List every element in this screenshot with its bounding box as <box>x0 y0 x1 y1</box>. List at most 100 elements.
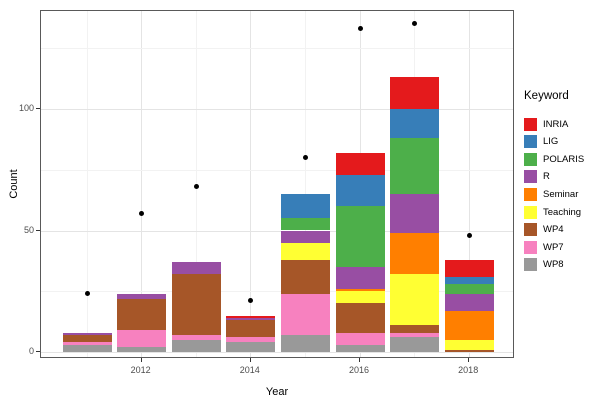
bar-segment-2016-LIG <box>335 174 385 207</box>
bar-segment-2018-INRIA <box>444 259 494 277</box>
gridline-h-minor-125 <box>41 48 513 50</box>
bar-segment-2014-WP7 <box>226 337 276 343</box>
x-tick-label-2012: 2012 <box>130 365 151 375</box>
legend-label-WP7: WP7 <box>543 241 564 253</box>
legend-label-POLARIS: POLARIS <box>543 153 585 165</box>
gridline-h-minor-75 <box>41 169 513 171</box>
bar-segment-2018-R <box>444 293 494 311</box>
legend-swatch-WP8 <box>524 258 537 272</box>
data-point-2015 <box>302 155 308 161</box>
bar-segment-2013-R <box>171 262 221 275</box>
gridline-h-major-50 <box>41 230 513 232</box>
bar-segment-2011-WP4 <box>62 334 112 343</box>
bar-segment-2016-POLARIS <box>335 206 385 267</box>
gridline-v-major-2014 <box>250 11 252 357</box>
legend-title: Keyword <box>524 90 569 102</box>
bar-segment-2013-WP4 <box>171 274 221 335</box>
bar-segment-2015-WP8 <box>280 334 330 352</box>
data-point-2013 <box>193 184 199 190</box>
y-tick-label-50: 50 <box>23 224 34 235</box>
x-tick-mark-2012 <box>140 358 142 362</box>
bar-segment-2016-WP7 <box>335 332 385 345</box>
bar-segment-2018-Teaching <box>444 339 494 350</box>
legend-label-R: R <box>543 171 550 183</box>
bar-segment-2014-WP8 <box>226 342 276 352</box>
data-point-2011 <box>84 291 90 297</box>
bar-segment-2016-Seminar <box>335 288 385 292</box>
legend-item-POLARIS: POLARIS <box>524 152 584 166</box>
y-tick-mark-0 <box>36 351 40 352</box>
legend-label-Teaching: Teaching <box>543 206 582 218</box>
bar-segment-2018-Seminar <box>444 310 494 340</box>
bar-segment-2015-WP4 <box>280 259 330 294</box>
bar-segment-2017-Teaching <box>390 274 440 326</box>
bar-segment-2012-WP4 <box>117 298 167 331</box>
y-tick-label-0: 0 <box>28 346 34 356</box>
gridline-v-minor-2013 <box>195 11 197 357</box>
bar-segment-2017-WP7 <box>390 332 440 338</box>
bar-segment-2017-INRIA <box>390 77 440 109</box>
bar-segment-2018-WP4 <box>444 349 494 352</box>
legend-swatch-WP4 <box>524 223 537 237</box>
legend-item-INRIA: INRIA <box>524 117 568 131</box>
legend-item-R: R <box>524 170 550 184</box>
legend-item-Seminar: Seminar <box>524 187 578 201</box>
bar-segment-2016-WP8 <box>335 344 385 352</box>
bar-segment-2016-WP4 <box>335 303 385 333</box>
x-tick-label-2018: 2018 <box>458 365 479 375</box>
bar-segment-2012-WP7 <box>117 330 167 348</box>
legend-label-INRIA: INRIA <box>543 118 569 130</box>
legend-swatch-WP7 <box>524 240 537 254</box>
bar-segment-2018-LIG <box>444 276 494 284</box>
legend-item-WP7: WP7 <box>524 240 564 254</box>
legend-swatch-POLARIS <box>524 152 537 166</box>
legend-item-WP8: WP8 <box>524 258 564 272</box>
legend-item-WP4: WP4 <box>524 223 564 237</box>
x-tick-mark-2014 <box>249 358 251 362</box>
bar-segment-2013-WP8 <box>171 339 221 352</box>
legend-label-WP8: WP8 <box>543 259 564 271</box>
data-point-2014 <box>248 298 254 304</box>
legend-label-WP4: WP4 <box>543 224 564 236</box>
bar-segment-2015-WP7 <box>280 293 330 335</box>
data-point-2016 <box>357 26 363 32</box>
legend-item-Teaching: Teaching <box>524 205 581 219</box>
x-tick-mark-2018 <box>468 358 470 362</box>
bar-segment-2015-POLARIS <box>280 218 330 231</box>
y-tick-label-100: 100 <box>18 103 34 113</box>
x-tick-label-2014: 2014 <box>239 365 260 375</box>
bar-segment-2011-WP7 <box>62 342 112 345</box>
y-tick-mark-100 <box>36 108 40 109</box>
data-point-2018 <box>466 232 472 238</box>
gridline-h-major-0 <box>41 352 513 353</box>
legend-swatch-LIG <box>524 135 537 149</box>
x-axis-title: Year <box>265 386 289 398</box>
bar-segment-2016-R <box>335 266 385 289</box>
bar-segment-2016-Teaching <box>335 291 385 304</box>
bar-segment-2017-R <box>390 194 440 233</box>
gridline-v-major-2018 <box>468 11 470 357</box>
y-tick-mark-50 <box>36 229 40 231</box>
legend-swatch-Teaching <box>524 205 537 219</box>
bar-segment-2018-POLARIS <box>444 283 494 294</box>
bar-segment-2017-LIG <box>390 109 440 139</box>
x-tick-label-2016: 2016 <box>348 365 370 375</box>
plot-panel <box>40 10 514 358</box>
bar-segment-2012-R <box>117 293 167 299</box>
bar-segment-2016-INRIA <box>335 152 385 175</box>
gridline-v-minor-2011 <box>86 11 88 357</box>
bar-segment-2017-WP8 <box>390 337 440 352</box>
legend-swatch-R <box>524 170 537 184</box>
gridline-h-minor-25 <box>41 291 513 293</box>
gridline-v-major-2012 <box>141 11 143 357</box>
data-point-2012 <box>139 210 145 216</box>
x-tick-mark-2016 <box>359 358 360 362</box>
bar-segment-2013-WP7 <box>171 334 221 340</box>
gridline-v-minor-2015 <box>304 11 306 357</box>
y-axis-title: Count <box>8 169 20 199</box>
bar-segment-2014-INRIA <box>226 315 276 318</box>
bar-segment-2011-WP8 <box>62 344 112 352</box>
legend-item-LIG: LIG <box>524 135 558 149</box>
bar-segment-2017-POLARIS <box>390 138 440 195</box>
bar-segment-2017-Seminar <box>390 232 440 275</box>
